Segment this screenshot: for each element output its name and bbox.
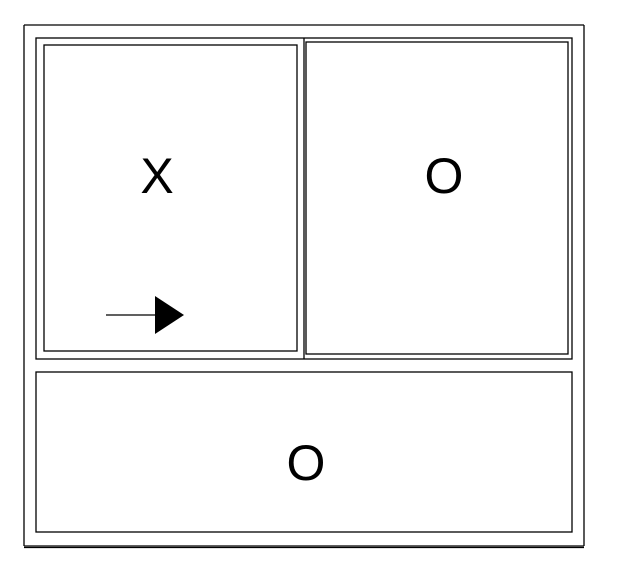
- outer-frame: [23, 24, 585, 549]
- slide-direction-arrow-icon: [106, 296, 184, 334]
- panel-label-fixed-upper: O: [425, 148, 464, 204]
- fixed-panel-bottom: O: [35, 371, 573, 533]
- panel-label-sliding: X: [140, 148, 173, 204]
- fixed-panel-upper-right: O: [305, 41, 569, 355]
- panel-label-fixed-bottom: O: [287, 435, 326, 491]
- sliding-sash-panel: X: [43, 44, 298, 352]
- upper-section-frame: [35, 37, 573, 360]
